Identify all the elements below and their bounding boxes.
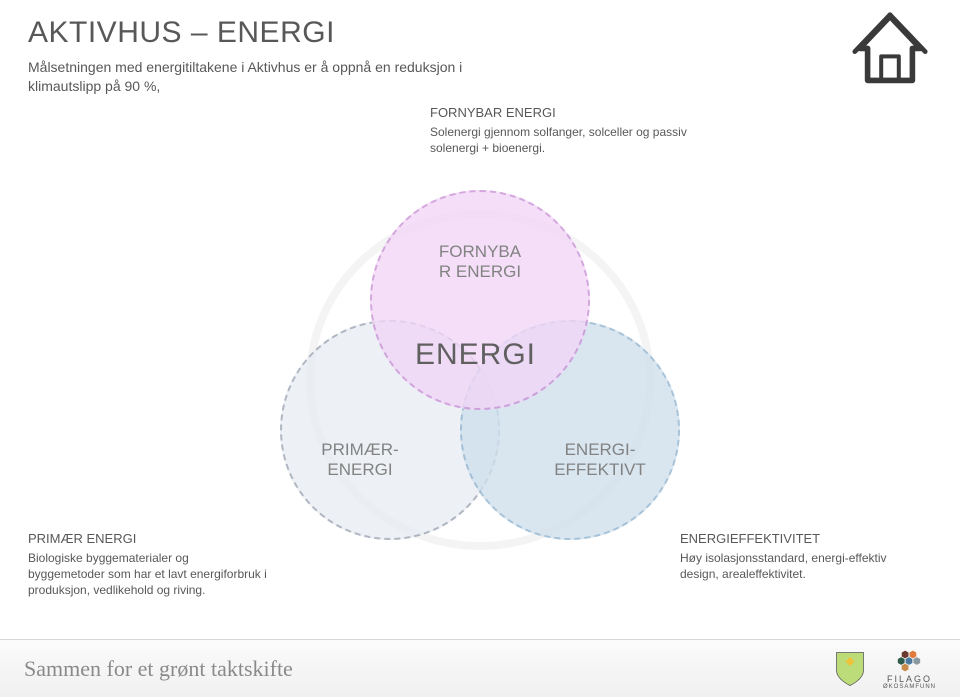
footer: Sammen for et grønt taktskifte FILAGO ØK… bbox=[0, 639, 960, 697]
desc-eff: ENERGIEFFEKTIVITET Høy isolasjonsstandar… bbox=[680, 530, 920, 582]
venn-label-primaer: PRIMÆR-ENERGI bbox=[321, 440, 398, 480]
filago-text: FILAGO bbox=[887, 674, 932, 684]
venn-label-fornybar: FORNYBAR ENERGI bbox=[439, 242, 521, 282]
desc-eff-body: Høy isolasjonsstandard, energi-effektiv … bbox=[680, 550, 920, 582]
desc-primaer-head: PRIMÆR ENERGI bbox=[28, 530, 268, 548]
desc-eff-head: ENERGIEFFEKTIVITET bbox=[680, 530, 920, 548]
footer-logos: FILAGO ØKOSAMFUNN bbox=[835, 648, 936, 690]
desc-fornybar-body: Solenergi gjennom solfanger, solceller o… bbox=[430, 124, 730, 156]
page-subtitle: Målsetningen med energitiltakene i Aktiv… bbox=[28, 58, 468, 96]
desc-fornybar: FORNYBAR ENERGI Solenergi gjennom solfan… bbox=[430, 104, 730, 156]
shield-logo bbox=[835, 651, 865, 687]
venn-diagram: PRIMÆR-ENERGI ENERGI-EFFEKTIVT FORNYBAR … bbox=[280, 190, 680, 550]
footer-slogan: Sammen for et grønt taktskifte bbox=[24, 656, 835, 682]
aktivhus-a-logo bbox=[850, 10, 930, 90]
filago-sub: ØKOSAMFUNN bbox=[883, 684, 936, 690]
desc-fornybar-head: FORNYBAR ENERGI bbox=[430, 104, 730, 122]
page-title: AKTIVHUS – ENERGI bbox=[28, 16, 335, 50]
filago-logo: FILAGO ØKOSAMFUNN bbox=[883, 648, 936, 690]
desc-primaer-body: Biologiske byggematerialer og byggemetod… bbox=[28, 550, 268, 599]
filago-hex-icon bbox=[896, 648, 922, 674]
venn-label-eff: ENERGI-EFFEKTIVT bbox=[554, 440, 646, 480]
venn-center-label: ENERGI bbox=[415, 338, 536, 372]
desc-primaer: PRIMÆR ENERGI Biologiske byggematerialer… bbox=[28, 530, 268, 598]
venn-circle-fornybar: FORNYBAR ENERGI bbox=[370, 190, 590, 410]
